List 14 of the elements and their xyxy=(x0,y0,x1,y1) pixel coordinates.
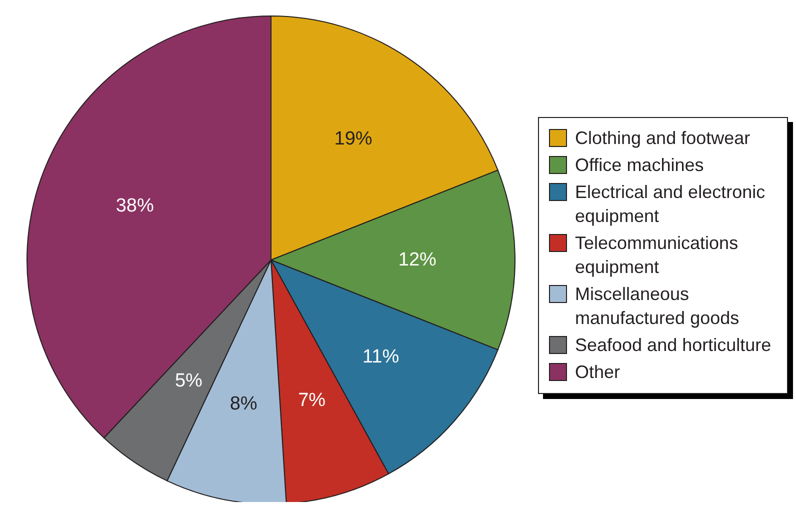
data-label: 38% xyxy=(116,196,154,217)
legend-label: Other xyxy=(575,360,620,384)
data-label: 7% xyxy=(298,390,326,412)
legend-label: Miscellaneous manufactured goods xyxy=(575,282,740,330)
data-label: 19% xyxy=(334,128,372,150)
data-label: 8% xyxy=(230,393,258,414)
data-label: 12% xyxy=(398,250,437,270)
legend-label: Seafood and horticulture xyxy=(575,334,772,356)
data-label: 11% xyxy=(362,346,400,368)
legend-label: Telecommunications equipment xyxy=(575,232,740,278)
legend-label: Clothing and footwear xyxy=(575,126,750,150)
legend-label: Office machines xyxy=(575,154,704,176)
legend-label: Electrical and electronic equipment xyxy=(575,180,766,228)
data-label: 5% xyxy=(174,370,203,392)
